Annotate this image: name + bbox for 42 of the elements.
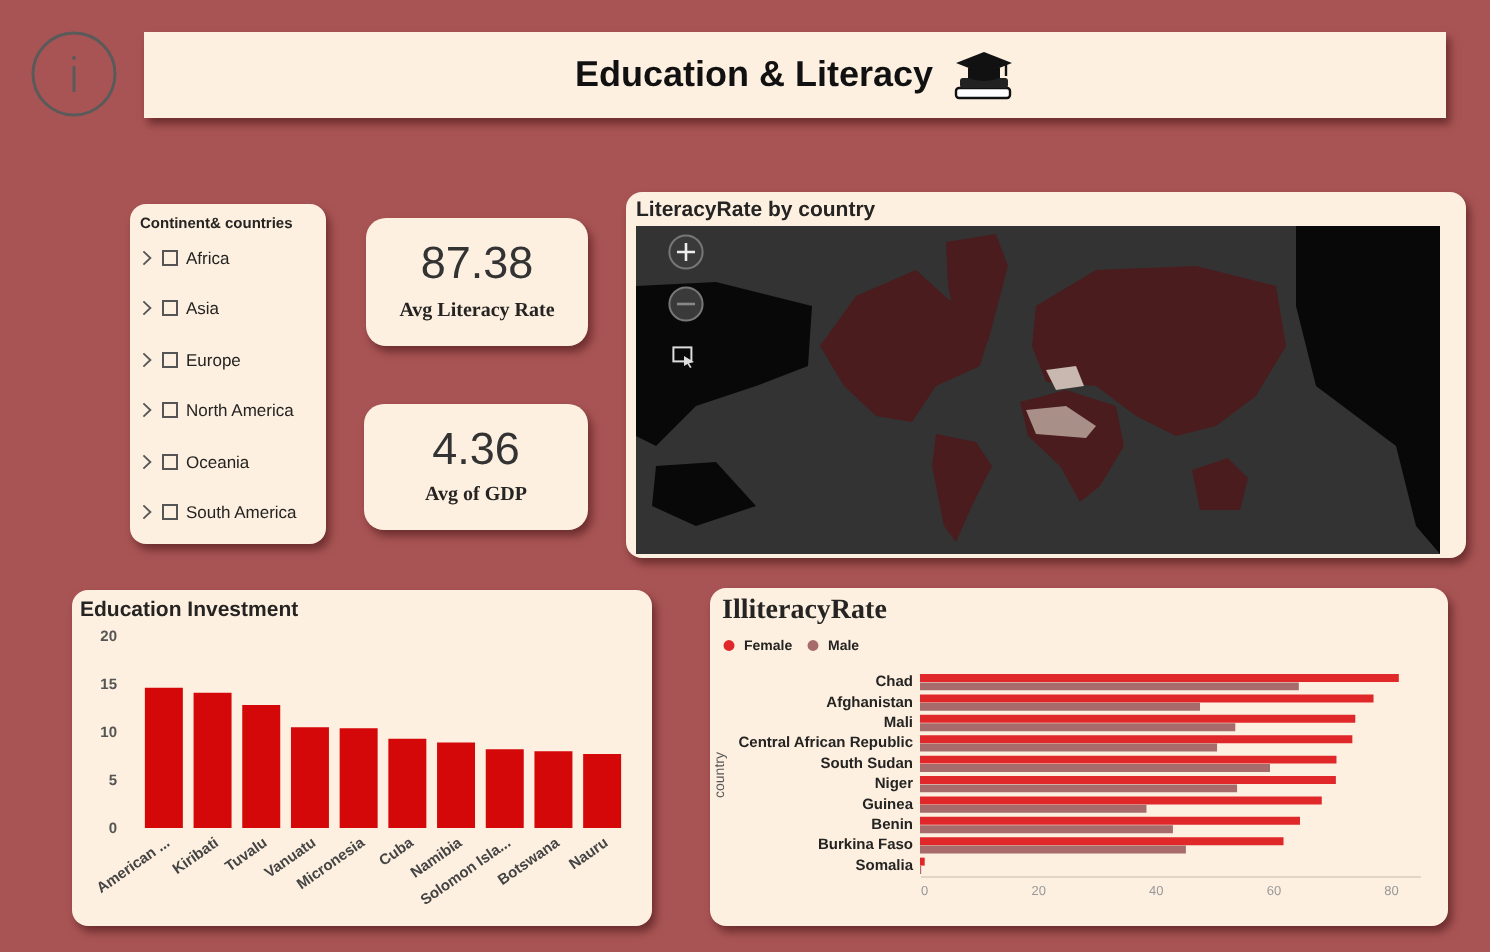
text: Africa xyxy=(186,248,230,268)
bar xyxy=(920,764,1270,772)
text: Avg of GDP xyxy=(425,484,527,507)
bar xyxy=(920,682,1299,691)
bar xyxy=(920,755,1337,764)
bar xyxy=(144,687,183,828)
bar xyxy=(388,738,427,828)
bar xyxy=(920,694,1374,703)
bar xyxy=(437,742,476,828)
data-label: 87.38 xyxy=(420,238,534,289)
text: South America xyxy=(186,502,297,522)
bar xyxy=(485,749,524,828)
bar xyxy=(920,776,1336,784)
bar xyxy=(193,692,232,828)
text: LiteracyRate by country xyxy=(636,198,876,222)
chart-title: Education Investment xyxy=(80,598,299,622)
chart-title: IlliteracyRate xyxy=(722,596,887,626)
bar xyxy=(290,727,329,828)
text: Oceania xyxy=(186,451,250,472)
text: Europe xyxy=(186,349,241,370)
text: North America xyxy=(186,400,294,421)
bar xyxy=(920,743,1218,752)
bar xyxy=(920,702,1200,711)
text: Avg Literacy Rate xyxy=(399,299,555,322)
data-label: 4.36 xyxy=(432,423,520,474)
bar xyxy=(583,754,622,828)
bar xyxy=(920,714,1356,723)
bar xyxy=(920,845,1186,854)
bar xyxy=(920,796,1322,805)
bar xyxy=(920,837,1284,846)
bar xyxy=(339,728,378,828)
text: Education & Literacy xyxy=(574,54,934,96)
bar xyxy=(920,723,1236,732)
bar xyxy=(920,825,1173,834)
bar xyxy=(920,784,1238,793)
bar xyxy=(920,816,1300,825)
bar xyxy=(920,804,1147,813)
bar xyxy=(920,674,1399,682)
text: Asia xyxy=(186,298,220,319)
bar xyxy=(534,751,573,828)
bar xyxy=(242,705,281,828)
bar xyxy=(920,735,1353,744)
